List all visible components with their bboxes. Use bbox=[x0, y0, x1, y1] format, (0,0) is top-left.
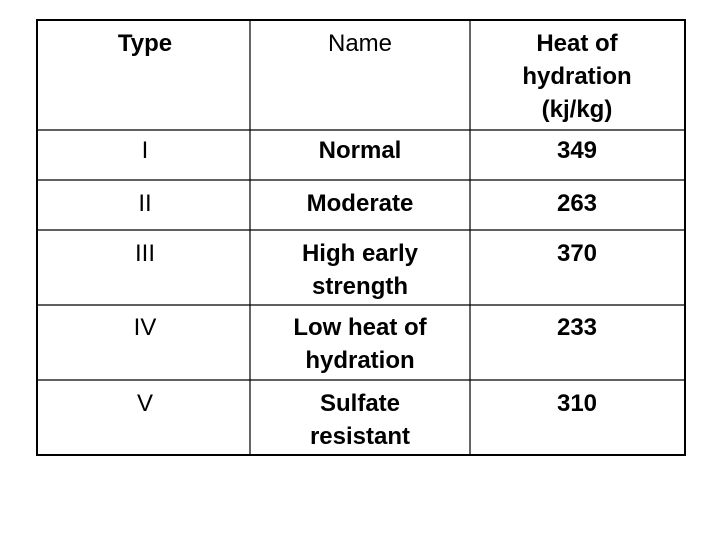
type-cell: I bbox=[141, 137, 149, 164]
name-cell: Normal bbox=[318, 137, 402, 164]
heat-cell: 310 bbox=[556, 390, 598, 417]
header-heat: Heat of hydration (kj/kg) bbox=[522, 30, 632, 123]
name-cell: High early strength bbox=[301, 240, 419, 300]
heat-cell: 233 bbox=[556, 314, 598, 341]
header-name: Name bbox=[327, 30, 393, 57]
name-cell: Moderate bbox=[306, 190, 414, 217]
type-cell: II bbox=[138, 190, 152, 217]
name-cell: Low heat of hydration bbox=[293, 314, 427, 374]
header-type: Type bbox=[117, 30, 173, 57]
heat-cell: 349 bbox=[556, 137, 598, 164]
heat-cell: 370 bbox=[556, 240, 598, 267]
type-cell: IV bbox=[133, 314, 157, 341]
name-cell: Sulfate resistant bbox=[309, 390, 411, 450]
type-cell: V bbox=[136, 390, 153, 417]
grid-lines bbox=[37, 20, 685, 455]
table-border bbox=[36, 19, 686, 456]
heat-cell: 263 bbox=[556, 190, 598, 217]
type-cell: III bbox=[134, 240, 155, 267]
